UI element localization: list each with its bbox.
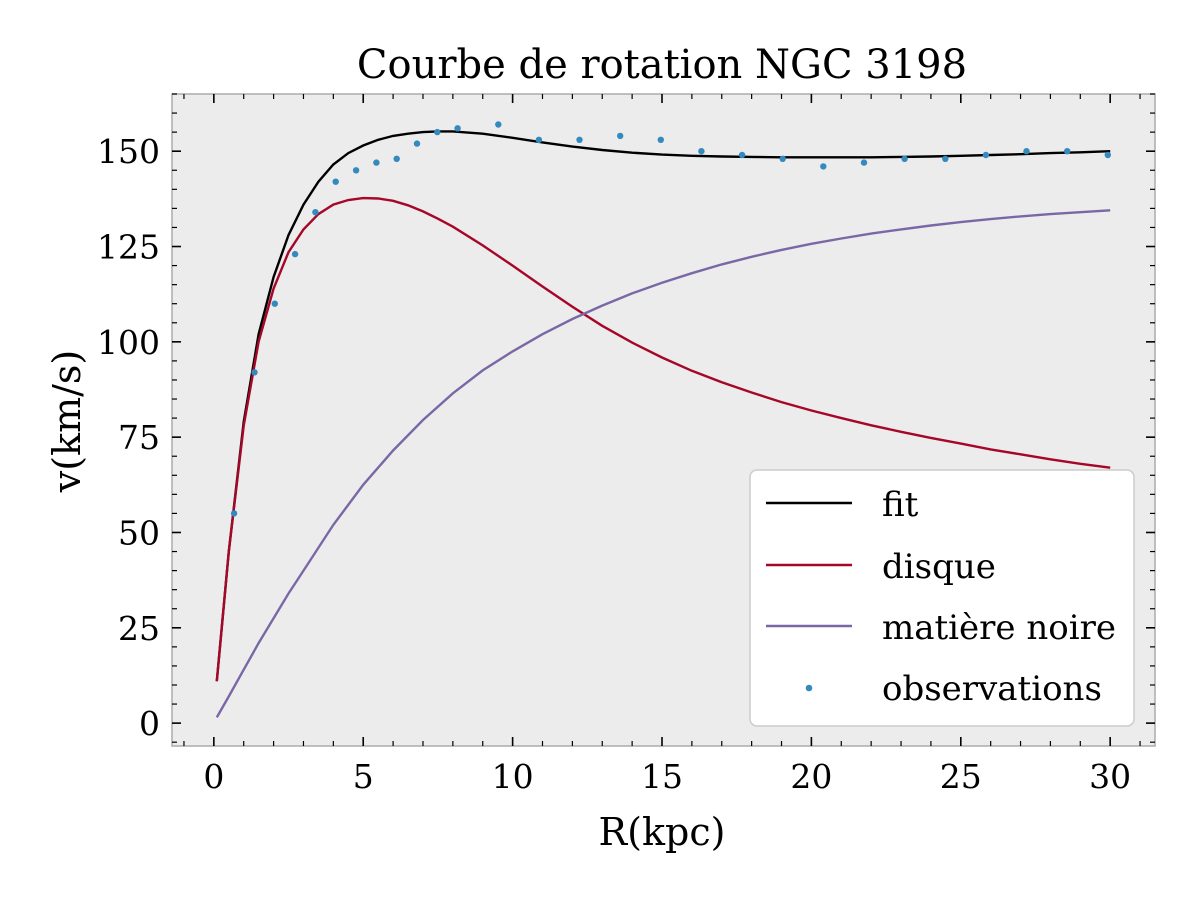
observation-point xyxy=(942,155,949,162)
tick-labels: 0 5 10 15 20 25 30 0 25 50 75 100 125 150 xyxy=(97,132,1131,796)
observation-point xyxy=(434,128,441,136)
x-tick-label: 25 xyxy=(940,757,982,796)
observation-point xyxy=(1104,151,1112,159)
x-tick-label: 10 xyxy=(492,757,534,796)
observation-point xyxy=(617,132,624,140)
legend-label-fit: fit xyxy=(882,485,919,525)
observation-point xyxy=(698,148,705,155)
observation-point xyxy=(860,159,868,166)
curves-layer xyxy=(215,130,1111,718)
legend: fit disque matière noire observations xyxy=(749,469,1135,727)
observation-point xyxy=(901,155,908,162)
x-axis-label: R(kpc) xyxy=(599,810,726,854)
series-line-fit xyxy=(215,130,1111,682)
x-tick-label: 20 xyxy=(790,757,832,796)
x-tick-label: 30 xyxy=(1089,757,1131,796)
observation-point xyxy=(820,163,827,170)
observation-point xyxy=(271,300,278,307)
observation-point xyxy=(738,151,746,159)
observation-point xyxy=(779,155,786,162)
observation-point xyxy=(1064,148,1071,155)
y-axis-label: v(km/s) xyxy=(45,350,89,493)
observation-point xyxy=(535,136,543,143)
observation-point xyxy=(657,136,664,143)
observation-point xyxy=(495,121,502,128)
chart-title: Courbe de rotation NGC 3198 xyxy=(357,42,967,88)
legend-swatch-observations xyxy=(805,684,813,692)
observation-point xyxy=(291,250,299,258)
observation-point xyxy=(413,140,421,147)
observation-point xyxy=(454,125,461,132)
observation-point xyxy=(982,151,990,159)
y-tick-label: 0 xyxy=(139,704,160,743)
observation-point xyxy=(312,209,319,216)
observation-point xyxy=(393,155,400,162)
legend-label-matiere-noire: matière noire xyxy=(882,608,1116,648)
series-line-matiere-noire xyxy=(215,209,1111,718)
observation-point xyxy=(1023,148,1030,155)
observation-point xyxy=(373,159,380,166)
y-tick-label: 75 xyxy=(118,418,160,457)
series-line-disque xyxy=(215,196,1111,682)
y-tick-label: 100 xyxy=(97,323,160,362)
observation-points xyxy=(230,121,1112,517)
legend-label-observations: observations xyxy=(882,669,1102,709)
axis-ticks xyxy=(172,93,1155,746)
y-tick-label: 150 xyxy=(97,132,160,171)
observation-point xyxy=(230,510,238,517)
observation-point xyxy=(251,369,258,376)
legend-label-disque: disque xyxy=(882,547,996,587)
x-tick-label: 0 xyxy=(203,757,224,796)
x-tick-label: 5 xyxy=(353,757,374,796)
y-tick-label: 25 xyxy=(118,609,160,648)
observation-point xyxy=(576,136,583,143)
y-tick-label: 50 xyxy=(118,513,160,552)
observation-point xyxy=(332,178,339,185)
plot-frame xyxy=(171,93,1156,747)
observation-point xyxy=(352,167,360,174)
x-tick-label: 15 xyxy=(641,757,683,796)
y-tick-label: 125 xyxy=(97,228,160,267)
legend-box xyxy=(749,469,1135,727)
